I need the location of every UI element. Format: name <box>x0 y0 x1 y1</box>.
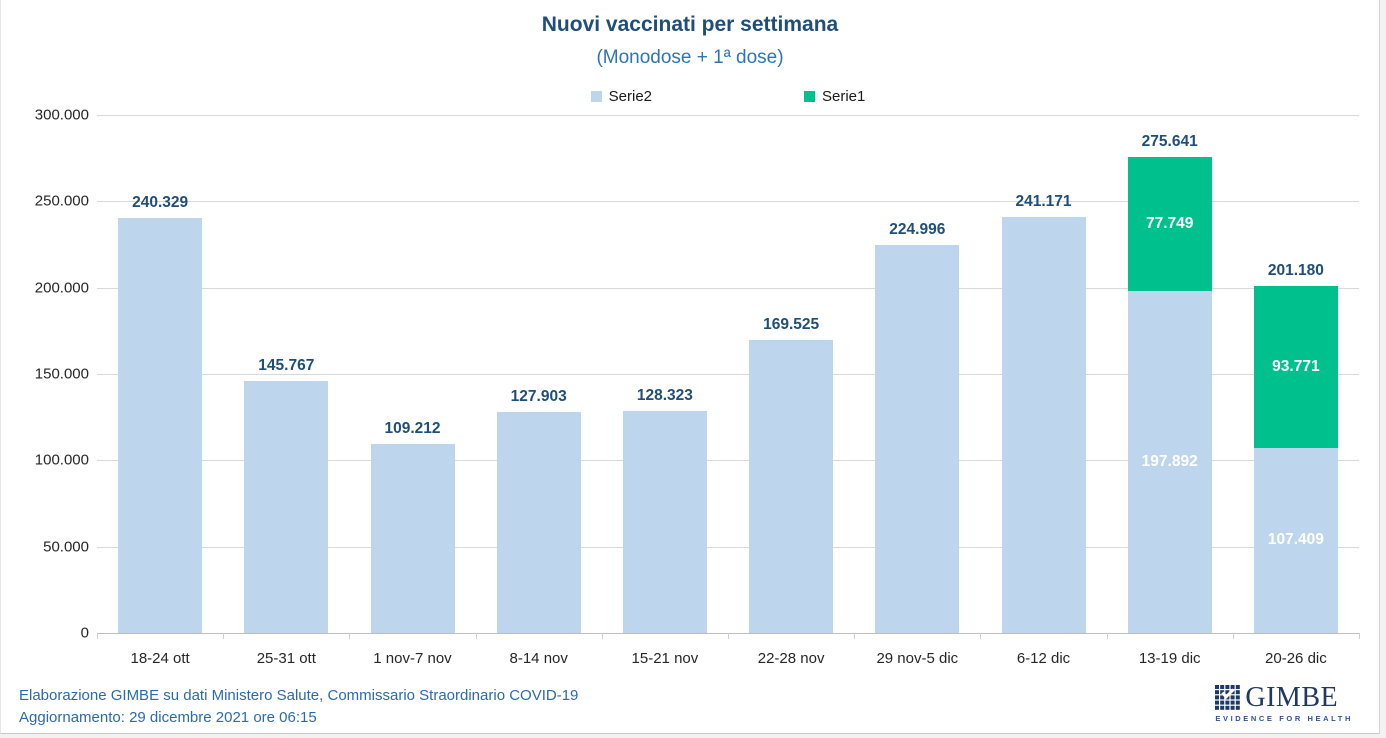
gimbe-logo-mark-icon <box>1215 685 1241 710</box>
plot-area: 240.329 18-24 ott 145.767 25-31 ott 109.212 1… <box>97 115 1360 667</box>
x-tick-label: 18-24 ott <box>130 650 190 667</box>
x-axis-tick <box>1359 633 1360 639</box>
x-tick-label: 1 nov-7 nov <box>373 650 452 667</box>
bar-value-label: 93.771 <box>1272 357 1320 375</box>
x-axis-tick <box>475 633 477 639</box>
x-tick-label: 6-12 dic <box>1016 650 1071 667</box>
bar-serie1-13-19-dic: 77.749 <box>1127 157 1212 292</box>
x-tick-label: 13-19 dic <box>1138 650 1201 667</box>
bar-total-label: 224.996 <box>889 220 946 238</box>
bar-serie2-1-nov-7-nov <box>370 444 455 633</box>
bar-total-label: 109.212 <box>384 420 441 438</box>
x-tick-label: 15-21 nov <box>631 650 699 667</box>
bar-serie2-8-14-nov <box>496 412 581 633</box>
bar-total-label: 201.180 <box>1267 261 1324 279</box>
bar-serie2-15-21-nov <box>622 411 707 633</box>
x-tick-label: 25-31 ott <box>256 650 316 667</box>
x-tick-label: 20-26 dic <box>1265 650 1327 667</box>
gridline <box>97 460 1359 462</box>
bar-total-label: 275.641 <box>1141 133 1198 151</box>
gimbe-logo-text: GIMBE <box>1245 682 1339 713</box>
y-tick-label: 200.000 <box>34 279 89 297</box>
gridline <box>97 287 1359 289</box>
y-tick-label: 100.000 <box>34 451 89 469</box>
bar-total-label: 145.767 <box>258 357 315 375</box>
bar-total-label: 128.323 <box>636 387 693 405</box>
x-axis-tick <box>980 633 982 639</box>
y-tick-label: 0 <box>80 624 89 642</box>
x-axis-tick <box>601 633 603 639</box>
x-axis-tick <box>728 633 729 639</box>
gimbe-logo-tagline: EVIDENCE FOR HEALTH <box>1215 714 1353 723</box>
bar-value-label: 197.892 <box>1141 453 1198 471</box>
x-tick-label: 29 nov-5 dic <box>876 650 959 667</box>
bar-value-label: 107.409 <box>1267 531 1324 549</box>
gridline <box>97 374 1359 375</box>
x-axis-tick <box>349 633 351 639</box>
legend-item-serie2: Serie2 <box>590 88 652 105</box>
bar-total-label: 241.171 <box>1015 192 1072 210</box>
x-axis-tick <box>1232 633 1234 639</box>
x-axis-tick <box>223 633 225 639</box>
bar-serie2-29-nov-5-dic <box>875 244 960 633</box>
bar-total-label: 127.903 <box>510 388 567 406</box>
y-tick-label: 150.000 <box>34 365 89 383</box>
legend-item-serie1: Serie1 <box>804 88 865 105</box>
x-axis-tick <box>1106 633 1108 639</box>
bar-serie2-25-31-ott <box>244 381 329 633</box>
serie2-swatch-icon <box>590 91 602 102</box>
bar-total-label: 169.525 <box>763 316 820 334</box>
legend: Serie2 Serie1 <box>97 88 1359 105</box>
chart-title: Nuovi vaccinati per settimana <box>541 13 839 36</box>
footer-source: Elaborazione GIMBE su dati Ministero Sal… <box>19 687 579 704</box>
gridline <box>97 115 1359 116</box>
bar-value-label: 77.749 <box>1145 215 1194 233</box>
gimbe-logo: GIMBE EVIDENCE FOR HEALTH <box>1215 682 1353 723</box>
serie1-swatch-icon <box>804 91 815 102</box>
x-tick-label: 22-28 nov <box>757 650 825 667</box>
gridline <box>97 201 1359 203</box>
bar-serie2-18-24-ott <box>118 218 203 633</box>
y-tick-label: 300.000 <box>34 106 89 124</box>
bar-serie2-20-26-dic: 107.409 <box>1253 447 1338 633</box>
bar-total-label: 240.329 <box>132 194 189 212</box>
x-axis-tick <box>854 633 856 639</box>
x-tick-label: 8-14 nov <box>509 650 568 667</box>
bar-serie1-20-26-dic: 93.771 <box>1253 285 1338 448</box>
y-tick-label: 50.000 <box>43 538 89 556</box>
y-axis: 300.000 250.000 200.000 150.000 100.000 50.00… <box>1 107 89 642</box>
y-tick-label: 250.000 <box>34 192 89 210</box>
footer-updated: Aggiornamento: 29 dicembre 2021 ore 06:1… <box>19 709 317 726</box>
x-axis-tick <box>97 633 98 639</box>
chart-subtitle: (Monodose + 1ª dose) <box>596 47 784 68</box>
gridline <box>97 546 1359 548</box>
legend-label-serie2: Serie2 <box>608 88 652 105</box>
bar-serie2-22-28-nov <box>749 340 834 633</box>
bar-serie2-6-12-dic <box>1001 216 1086 633</box>
bar-serie2-13-19-dic: 197.892 <box>1127 291 1212 633</box>
legend-label-serie1: Serie1 <box>822 88 866 105</box>
